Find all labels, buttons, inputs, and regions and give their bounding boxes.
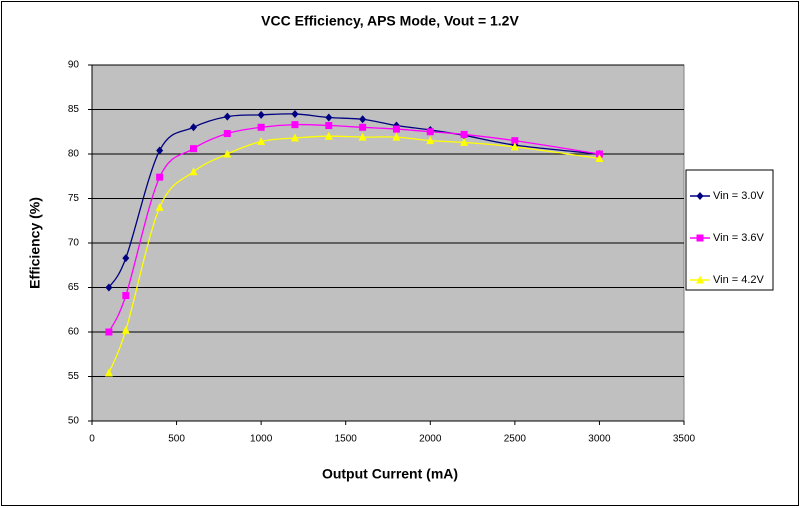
y-tick-label: 50: [68, 416, 80, 427]
marker: [359, 123, 367, 131]
chart-title: VCC Efficiency, APS Mode, Vout = 1.2V: [261, 13, 519, 29]
marker: [359, 115, 367, 124]
marker: [324, 131, 333, 140]
marker: [257, 137, 266, 146]
marker: [595, 153, 604, 162]
x-tick-label: 3500: [673, 434, 696, 445]
marker: [223, 130, 231, 138]
legend-label: Vin = 4.2V: [713, 274, 765, 286]
x-tick-label: 0: [89, 434, 95, 445]
marker: [290, 133, 299, 142]
x-tick-label: 500: [168, 434, 185, 445]
y-tick-label: 70: [68, 238, 80, 249]
marker: [156, 173, 164, 181]
marker: [189, 145, 197, 153]
marker: [358, 132, 367, 141]
legend-box: [685, 169, 774, 291]
y-tick-label: 75: [68, 193, 80, 204]
marker: [392, 125, 400, 133]
marker: [257, 110, 265, 119]
marker: [105, 283, 113, 292]
x-tick-label: 3000: [588, 434, 611, 445]
marker: [122, 254, 130, 263]
marker: [257, 123, 265, 131]
marker: [291, 109, 299, 118]
x-tick-label: 2500: [504, 434, 527, 445]
marker: [223, 112, 231, 121]
legend-label: Vin = 3.0V: [713, 190, 765, 202]
y-tick-label: 55: [68, 371, 80, 382]
marker: [122, 292, 130, 300]
y-tick-label: 85: [68, 104, 80, 115]
x-tick-label: 1500: [335, 434, 358, 445]
legend-label: Vin = 3.6V: [713, 232, 765, 244]
x-axis-title: Output Current (mA): [322, 466, 458, 482]
y-tick-label: 60: [68, 327, 80, 338]
marker: [291, 121, 299, 129]
marker: [156, 146, 164, 155]
marker: [223, 149, 232, 158]
marker: [460, 137, 469, 146]
marker: [392, 121, 400, 130]
y-axis-title: Efficiency (%): [27, 197, 43, 289]
marker: [121, 325, 130, 334]
marker: [511, 137, 519, 145]
y-tick-label: 80: [68, 149, 80, 160]
marker: [189, 167, 198, 176]
y-tick-label: 90: [68, 60, 80, 71]
legend-marker: [696, 234, 704, 242]
marker: [460, 130, 468, 138]
legend-marker: [696, 192, 704, 200]
marker: [325, 113, 333, 122]
marker: [104, 368, 113, 377]
marker: [392, 132, 401, 141]
marker: [325, 122, 333, 130]
marker: [155, 202, 164, 211]
marker: [105, 328, 113, 336]
x-tick-label: 1000: [250, 434, 273, 445]
marker: [426, 136, 435, 145]
marker: [426, 128, 434, 136]
y-tick-label: 65: [68, 282, 80, 293]
legend-marker: [696, 275, 704, 284]
marker: [510, 142, 519, 151]
marker: [189, 123, 197, 132]
x-tick-label: 2000: [419, 434, 442, 445]
